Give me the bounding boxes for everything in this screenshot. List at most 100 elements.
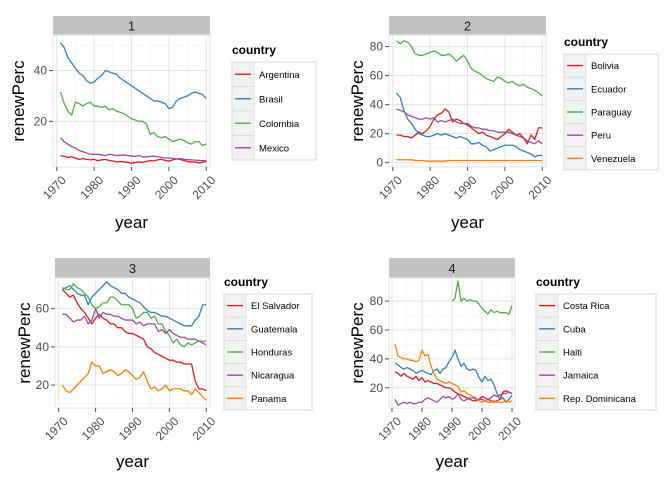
y-tick-label: 80 — [370, 294, 384, 308]
series-line-bolivia — [396, 108, 543, 145]
x-tick-label: 2000 — [152, 173, 181, 202]
x-tick-label: 2000 — [488, 173, 517, 202]
series-line-nicaragua — [62, 307, 207, 346]
legend-label: Paraguay — [591, 108, 632, 119]
facet-strip — [53, 16, 210, 35]
legend-label: Honduras — [251, 348, 292, 359]
x-tick-label: 1970 — [40, 173, 69, 202]
y-tick-label: 20 — [370, 127, 384, 141]
x-axis-title: year — [451, 213, 484, 232]
legend-label: El Salvador — [251, 301, 300, 312]
facet-panel-4: 4 1970 1980 1990 2000 2010 20 40 60 80 year renewPe… — [348, 258, 657, 471]
y-axis-title: renewPerc — [9, 60, 28, 142]
x-tick-label: 1980 — [405, 414, 434, 443]
y-tick-label: 40 — [34, 64, 48, 78]
legend-title: country — [224, 275, 268, 289]
x-tick-label: 2010 — [495, 414, 524, 443]
facet-strip — [389, 16, 546, 35]
x-tick-label: 1990 — [115, 173, 144, 202]
legend-label: Mexico — [259, 143, 289, 154]
x-tick-label: 1980 — [79, 414, 108, 443]
legend-label: Brasil — [259, 94, 283, 105]
y-tick-label: 60 — [370, 323, 384, 337]
legend-title: country — [232, 43, 276, 57]
legend-title: country — [564, 35, 608, 49]
x-tick-label: 2010 — [190, 414, 219, 443]
x-tick-label: 1980 — [413, 173, 442, 202]
x-tick-label: 1980 — [77, 173, 106, 202]
facet-panel-1: 1 1970 1980 1990 2000 2010 20 40 year renewPerc co… — [9, 16, 317, 232]
facet-panel-3: 3 1970 1980 1990 2000 2010 20 40 60 year renewPerc… — [15, 258, 313, 471]
legend-label: Bolivia — [591, 61, 620, 72]
y-tick-label: 40 — [370, 98, 384, 112]
series-line-argentina — [60, 154, 207, 164]
legend-label: Argentina — [259, 70, 300, 81]
x-tick-label: 2000 — [465, 414, 494, 443]
facet-strip-label: 4 — [448, 261, 455, 276]
x-tick-label: 1970 — [42, 414, 71, 443]
y-tick-label: 40 — [36, 340, 50, 354]
x-tick-label: 2010 — [190, 173, 219, 202]
legend-label: Colombia — [259, 119, 300, 130]
facet-panel-2: 2 1970 1980 1990 2000 2010 0 20 40 60 80 year renewP… — [348, 16, 659, 232]
y-tick-label: 20 — [36, 378, 50, 392]
y-tick-label: 20 — [370, 381, 384, 395]
x-tick-label: 1990 — [451, 173, 480, 202]
series-line-panama — [61, 361, 207, 401]
facet-strip — [389, 258, 515, 278]
series-line-colombia — [59, 91, 207, 147]
legend-label: Jamaica — [563, 371, 599, 382]
series-line-peru — [396, 108, 543, 145]
series-line-guatemala — [62, 281, 207, 327]
series-line-el-salvador — [61, 289, 207, 392]
x-tick-label: 2000 — [153, 414, 182, 443]
x-axis-title: year — [435, 452, 468, 471]
legend-label: Ecuador — [591, 84, 626, 95]
y-axis-title: renewPerc — [348, 60, 367, 142]
x-axis-title: year — [116, 452, 149, 471]
series-line-cuba — [394, 349, 513, 403]
legend-label: Guatemala — [251, 324, 298, 335]
series-line-mexico — [60, 137, 207, 162]
y-tick-label: 60 — [370, 69, 384, 83]
series-line-jamaica — [394, 391, 513, 406]
series-line-ecuador — [395, 92, 543, 158]
facet-strip-label: 1 — [128, 19, 135, 34]
y-tick-label: 60 — [36, 302, 50, 316]
x-axis-title: year — [115, 213, 148, 232]
x-tick-label: 1970 — [376, 173, 405, 202]
x-tick-label: 1990 — [116, 414, 145, 443]
legend-label: Cuba — [563, 324, 586, 335]
legend-label: Rep. Dominicana — [563, 394, 637, 405]
series-line-paraguay — [396, 40, 543, 97]
legend: country Argentina Brasil Colombia Mexico — [231, 43, 317, 161]
y-tick-label: 20 — [34, 114, 48, 128]
legend-label: Peru — [591, 131, 611, 142]
facet-strip-label: 3 — [129, 261, 136, 276]
legend: country El Salvador Guatemala Honduras Nicar… — [223, 275, 313, 411]
grid-lines — [53, 35, 210, 167]
x-tick-label: 2010 — [526, 173, 555, 202]
legend-label: Panama — [251, 394, 287, 405]
x-tick-label: 1970 — [375, 414, 404, 443]
legend-label: Venezuela — [591, 154, 636, 165]
legend: country Costa Rica Cuba Haiti Jamaica Rep. Do… — [535, 275, 657, 411]
legend-label: Costa Rica — [563, 301, 610, 312]
legend: country Bolivia Ecuador Paraguay Peru Venezue… — [563, 35, 659, 171]
facet-strip — [55, 258, 210, 278]
legend-label: Haiti — [563, 348, 582, 359]
series-line-brasil — [59, 42, 207, 110]
y-tick-label: 80 — [370, 40, 384, 54]
x-tick-label: 1990 — [435, 414, 464, 443]
series-line-rep-dominicana — [394, 344, 513, 403]
y-axis-title: renewPerc — [348, 302, 367, 384]
legend-label: Nicaragua — [251, 371, 295, 382]
series-line-honduras — [62, 283, 207, 348]
facet-strip-label: 2 — [464, 19, 471, 34]
y-axis-title: renewPerc — [15, 302, 34, 384]
series-line-venezuela — [396, 159, 543, 162]
legend-title: country — [536, 275, 580, 289]
y-tick-label: 40 — [370, 352, 384, 366]
grid-lines — [389, 278, 515, 408]
